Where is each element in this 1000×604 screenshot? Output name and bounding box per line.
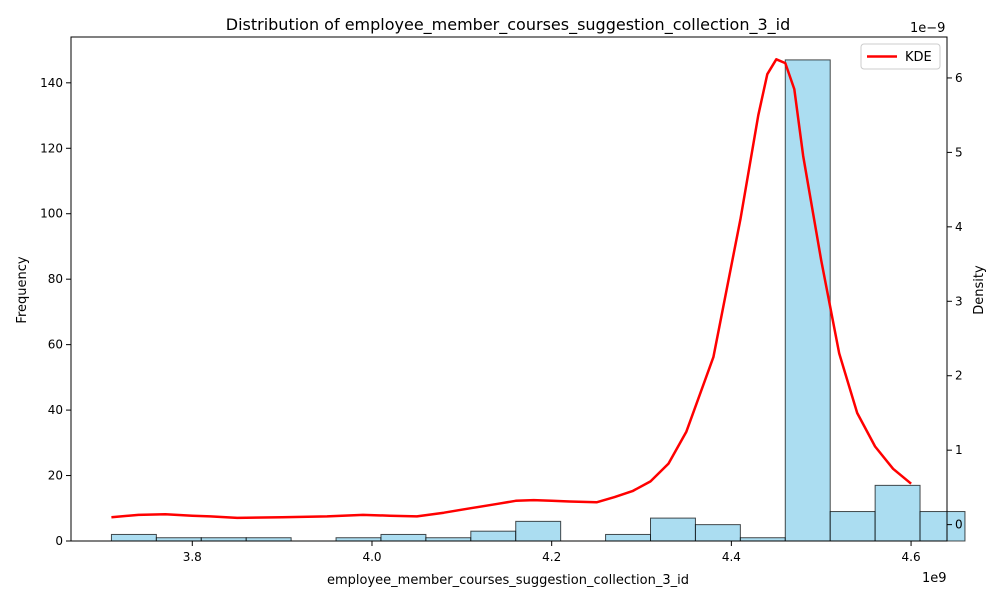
y-tick-label: 100 xyxy=(40,207,63,221)
axes: 3.8 4.0 4.2 4.4 4.6 0 20 40 60 80 100 120 140 0 1 2 3 4 5 6 xyxy=(40,36,963,564)
y2-scale-text: 1e−9 xyxy=(910,21,945,36)
kde-line xyxy=(111,58,912,520)
legend-box xyxy=(860,43,941,70)
y2-tick-label: 4 xyxy=(955,220,963,234)
chart-title: Distribution of employee_member_courses_… xyxy=(226,15,791,35)
histogram-bar xyxy=(829,511,876,542)
histogram-bar xyxy=(605,533,652,542)
histogram-bars xyxy=(110,59,966,542)
x-axis-label: employee_member_courses_suggestion_colle… xyxy=(327,573,689,588)
y2-axis-label: Density xyxy=(972,265,987,315)
legend-label: KDE xyxy=(905,50,932,65)
y2-tick-label: 2 xyxy=(955,369,963,383)
y-tick-label: 140 xyxy=(40,76,63,90)
y2-tick-label: 1 xyxy=(955,443,963,457)
x-tick-label: 3.8 xyxy=(183,550,202,564)
y2-tick-label: 6 xyxy=(955,71,963,85)
histogram-bar xyxy=(110,533,157,542)
x-tick-label: 4.2 xyxy=(542,550,561,564)
y2-tick-label: 5 xyxy=(955,145,963,159)
histogram-bar xyxy=(694,524,741,542)
y-tick-label: 0 xyxy=(55,534,63,548)
kde-series xyxy=(111,58,912,520)
y-tick-label: 20 xyxy=(48,469,63,483)
histogram-bar xyxy=(919,511,966,542)
y-tick-label: 60 xyxy=(48,338,63,352)
histogram-bar xyxy=(380,533,427,542)
y-tick-label: 80 xyxy=(48,272,63,286)
y-tick-label: 120 xyxy=(40,141,63,155)
histogram-bar xyxy=(650,517,696,542)
y-axis-label: Frequency xyxy=(15,256,30,323)
y2-tick-label: 0 xyxy=(955,518,963,532)
x-scale-text: 1e9 xyxy=(922,571,947,586)
x-tick-label: 4.4 xyxy=(722,550,741,564)
x-tick-label: 4.6 xyxy=(902,550,921,564)
histogram-bar xyxy=(470,530,517,542)
histogram-bar xyxy=(874,484,921,542)
histogram-bar xyxy=(784,59,831,542)
x-tick-label: 4.0 xyxy=(362,550,381,564)
histogram-bar xyxy=(515,520,562,542)
plot-frame xyxy=(70,36,948,542)
legend: KDE xyxy=(860,43,941,70)
y-tick-label: 40 xyxy=(48,403,63,417)
y2-tick-label: 3 xyxy=(955,294,963,308)
